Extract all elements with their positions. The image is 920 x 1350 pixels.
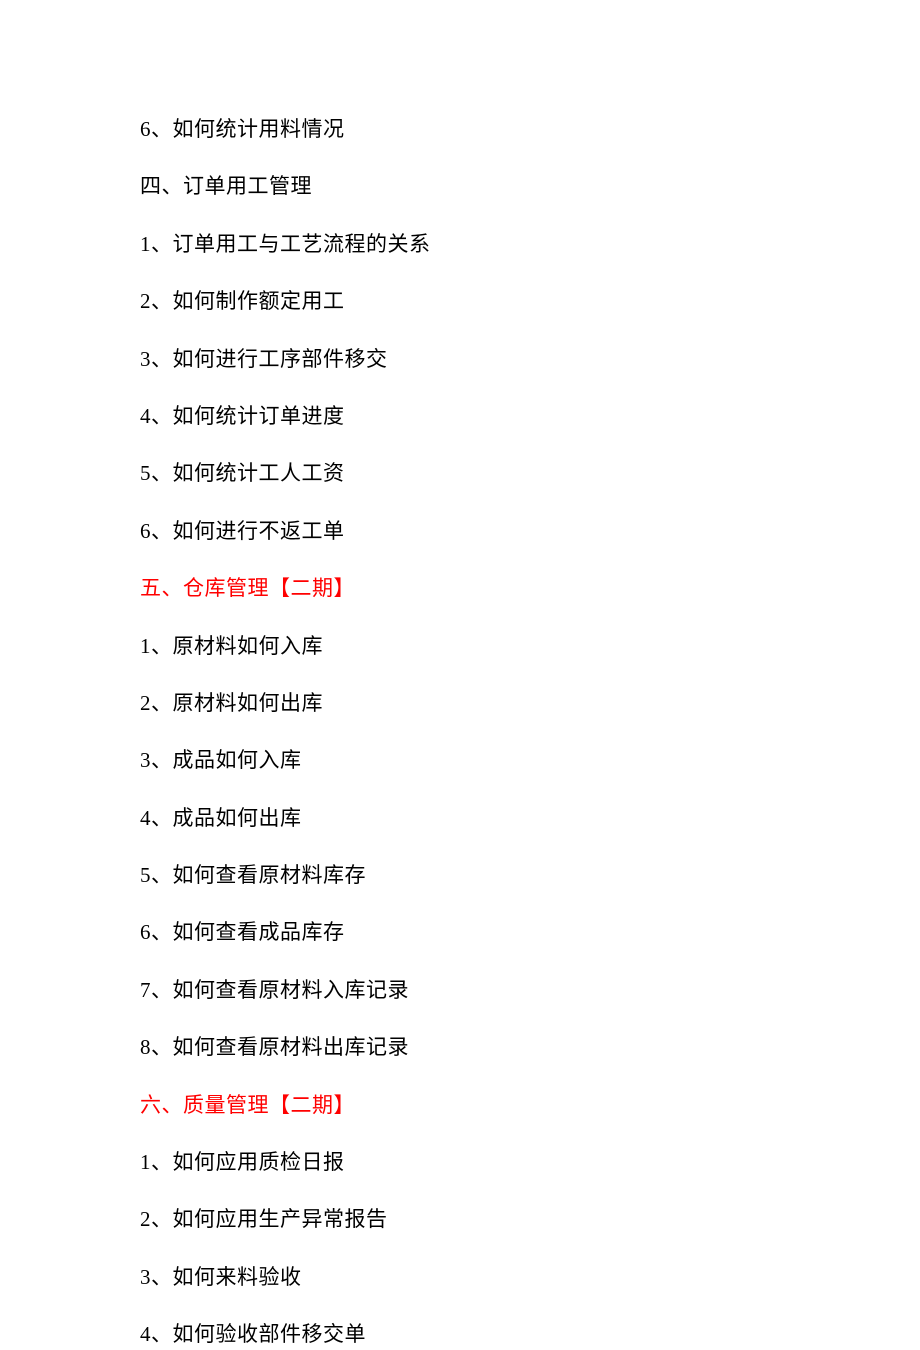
outline-item: 1、原材料如何入库 [140, 632, 780, 661]
outline-item: 5、如何查看原材料库存 [140, 861, 780, 890]
outline-item: 2、如何应用生产异常报告 [140, 1205, 780, 1234]
outline-item: 7、如何查看原材料入库记录 [140, 976, 780, 1005]
outline-item: 4、如何验收部件移交单 [140, 1320, 780, 1349]
outline-item: 2、原材料如何出库 [140, 689, 780, 718]
outline-item: 3、成品如何入库 [140, 746, 780, 775]
outline-section-heading: 四、订单用工管理 [140, 172, 780, 201]
outline-item: 4、如何统计订单进度 [140, 402, 780, 431]
outline-item: 8、如何查看原材料出库记录 [140, 1033, 780, 1062]
outline-item: 2、如何制作额定用工 [140, 287, 780, 316]
document-content: 6、如何统计用料情况 四、订单用工管理 1、订单用工与工艺流程的关系 2、如何制… [140, 115, 780, 1350]
outline-section-heading-highlighted: 五、仓库管理【二期】 [140, 574, 780, 603]
outline-item: 1、订单用工与工艺流程的关系 [140, 230, 780, 259]
outline-item: 6、如何统计用料情况 [140, 115, 780, 144]
outline-item: 6、如何查看成品库存 [140, 918, 780, 947]
outline-section-heading-highlighted: 六、质量管理【二期】 [140, 1091, 780, 1120]
outline-item: 5、如何统计工人工资 [140, 459, 780, 488]
outline-item: 1、如何应用质检日报 [140, 1148, 780, 1177]
outline-item: 4、成品如何出库 [140, 804, 780, 833]
outline-item: 3、如何进行工序部件移交 [140, 345, 780, 374]
outline-item: 6、如何进行不返工单 [140, 517, 780, 546]
outline-item: 3、如何来料验收 [140, 1263, 780, 1292]
